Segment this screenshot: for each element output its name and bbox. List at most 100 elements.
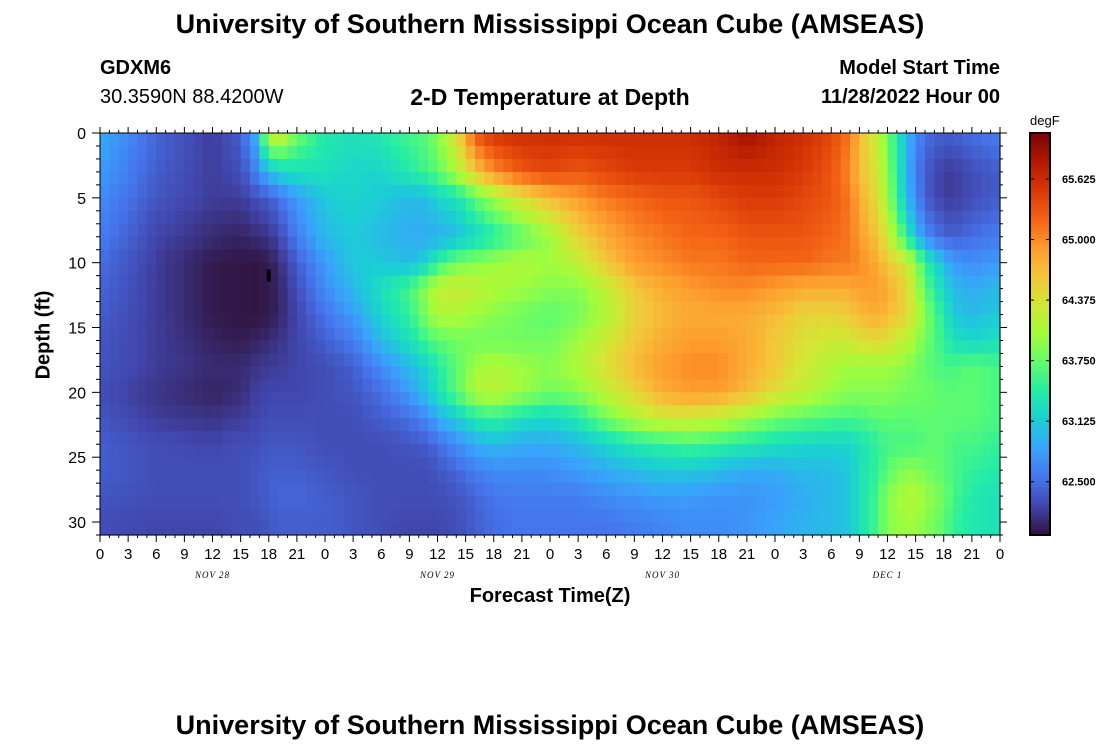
heatmap-cell xyxy=(540,249,551,264)
heatmap-cell xyxy=(915,405,926,419)
heatmap-cell xyxy=(887,340,898,355)
heatmap-cell xyxy=(859,327,870,342)
heatmap-cell xyxy=(700,483,710,497)
heatmap-cell xyxy=(662,171,673,186)
heatmap-cell xyxy=(887,133,898,147)
heatmap-cell xyxy=(953,145,964,160)
heatmap-cell xyxy=(212,133,223,147)
heatmap-cell xyxy=(287,470,298,484)
heatmap-cell xyxy=(409,223,420,238)
heatmap-cell xyxy=(662,275,673,290)
heatmap-cell xyxy=(887,418,898,432)
heatmap-cell xyxy=(690,262,701,277)
heatmap-cell xyxy=(118,353,129,368)
heatmap-cell xyxy=(343,197,354,212)
heatmap-cell xyxy=(231,288,242,303)
heatmap-cell xyxy=(803,470,814,484)
heatmap-cell xyxy=(362,470,373,484)
heatmap-cell xyxy=(756,133,767,147)
heatmap-cell xyxy=(990,197,1001,212)
heatmap-cell xyxy=(212,522,223,536)
heatmap-cell xyxy=(737,457,748,471)
heatmap-cell xyxy=(231,236,242,251)
heatmap-cell xyxy=(512,327,523,342)
heatmap-cell xyxy=(615,133,626,147)
heatmap-cell xyxy=(353,431,364,445)
heatmap-cell xyxy=(465,158,476,173)
heatmap-cell xyxy=(146,249,157,264)
heatmap-cell xyxy=(118,145,129,160)
heatmap-cell xyxy=(662,483,673,497)
heatmap-cell xyxy=(334,353,345,368)
heatmap-cell xyxy=(268,158,279,173)
heatmap-cell xyxy=(728,262,739,277)
heatmap-cell xyxy=(671,444,682,458)
heatmap-cell xyxy=(100,457,110,471)
heatmap-cell xyxy=(512,301,523,316)
heatmap-cell xyxy=(953,288,964,303)
heatmap-cell xyxy=(578,236,589,251)
heatmap-cell xyxy=(765,509,776,523)
heatmap-cell xyxy=(662,314,673,329)
heatmap-cell xyxy=(821,327,832,342)
heatmap-cell xyxy=(840,379,851,393)
heatmap-cell xyxy=(653,314,664,329)
heatmap-cell xyxy=(943,431,954,445)
heatmap-cell xyxy=(587,418,598,432)
heatmap-cell xyxy=(775,236,785,251)
heatmap-cell xyxy=(521,353,532,368)
heatmap-cell xyxy=(371,483,382,497)
heatmap-cell xyxy=(812,366,823,380)
heatmap-cell xyxy=(653,457,664,471)
x-tick-label: 15 xyxy=(907,546,924,563)
heatmap-cell xyxy=(756,275,767,290)
heatmap-cell xyxy=(296,314,307,329)
heatmap-cell xyxy=(971,171,982,186)
heatmap-cell xyxy=(775,353,785,368)
heatmap-cell xyxy=(615,223,626,238)
heatmap-cell xyxy=(231,171,242,186)
heatmap-cell xyxy=(943,171,954,186)
heatmap-cell xyxy=(700,418,710,432)
heatmap-cell xyxy=(737,366,748,380)
heatmap-cell xyxy=(643,379,654,393)
heatmap-cell xyxy=(690,184,701,199)
heatmap-cell xyxy=(428,496,439,510)
heatmap-cell xyxy=(878,223,889,238)
heatmap-cell xyxy=(943,405,954,419)
heatmap-cell xyxy=(606,483,617,497)
heatmap-cell xyxy=(700,379,710,393)
heatmap-cell xyxy=(728,275,739,290)
heatmap-cell xyxy=(531,288,542,303)
heatmap-cell xyxy=(821,184,832,199)
heatmap-cell xyxy=(381,444,392,458)
heatmap-cell xyxy=(512,522,523,536)
heatmap-cell xyxy=(325,301,335,316)
heatmap-cell xyxy=(268,288,279,303)
heatmap-cell xyxy=(250,379,260,393)
heatmap-cell xyxy=(559,262,570,277)
heatmap-cell xyxy=(221,275,232,290)
heatmap-cell xyxy=(465,366,476,380)
heatmap-cell xyxy=(343,379,354,393)
heatmap-cell xyxy=(587,249,598,264)
heatmap-cell xyxy=(390,470,401,484)
heatmap-cell xyxy=(540,236,551,251)
heatmap-cell xyxy=(568,483,579,497)
heatmap-cell xyxy=(146,327,157,342)
heatmap-cell xyxy=(437,366,448,380)
heatmap-cell xyxy=(184,133,195,147)
heatmap-cell xyxy=(962,509,973,523)
heatmap-cell xyxy=(203,262,214,277)
heatmap-cell xyxy=(409,496,420,510)
heatmap-cell xyxy=(259,405,270,419)
heatmap-cell xyxy=(915,184,926,199)
heatmap-cell xyxy=(934,223,945,238)
heatmap-cell xyxy=(390,353,401,368)
heatmap-cell xyxy=(503,366,514,380)
heatmap-cell xyxy=(540,275,551,290)
heatmap-cell xyxy=(625,483,635,497)
heatmap-cell xyxy=(943,210,954,225)
heatmap-cell xyxy=(971,496,982,510)
heatmap-cell xyxy=(775,301,785,316)
